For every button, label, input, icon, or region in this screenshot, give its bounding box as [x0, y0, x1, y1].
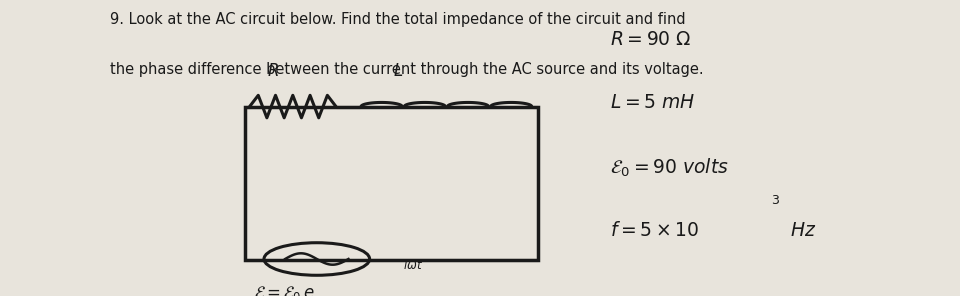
Text: $Hz$: $Hz$ — [790, 221, 816, 239]
Text: $\mathcal{E}_0= 90\ volts$: $\mathcal{E}_0= 90\ volts$ — [610, 157, 729, 179]
Text: $3$: $3$ — [771, 194, 780, 207]
Text: $i\omega t$: $i\omega t$ — [403, 258, 423, 271]
Text: $L= 5\ mH$: $L= 5\ mH$ — [610, 93, 695, 112]
Bar — [245, 107, 538, 260]
Text: $R= 90\ \Omega$: $R= 90\ \Omega$ — [610, 30, 691, 49]
Text: $f = 5\times10$: $f = 5\times10$ — [610, 221, 699, 239]
Text: 9. Look at the AC circuit below. Find the total impedance of the circuit and fin: 9. Look at the AC circuit below. Find th… — [110, 12, 686, 27]
Text: the phase difference between the current through the AC source and its voltage.: the phase difference between the current… — [110, 62, 704, 77]
Text: R: R — [268, 62, 279, 80]
Text: $\mathcal{E} = \mathcal{E}_0\,e$: $\mathcal{E} = \mathcal{E}_0\,e$ — [254, 284, 316, 296]
Text: L: L — [394, 62, 403, 80]
